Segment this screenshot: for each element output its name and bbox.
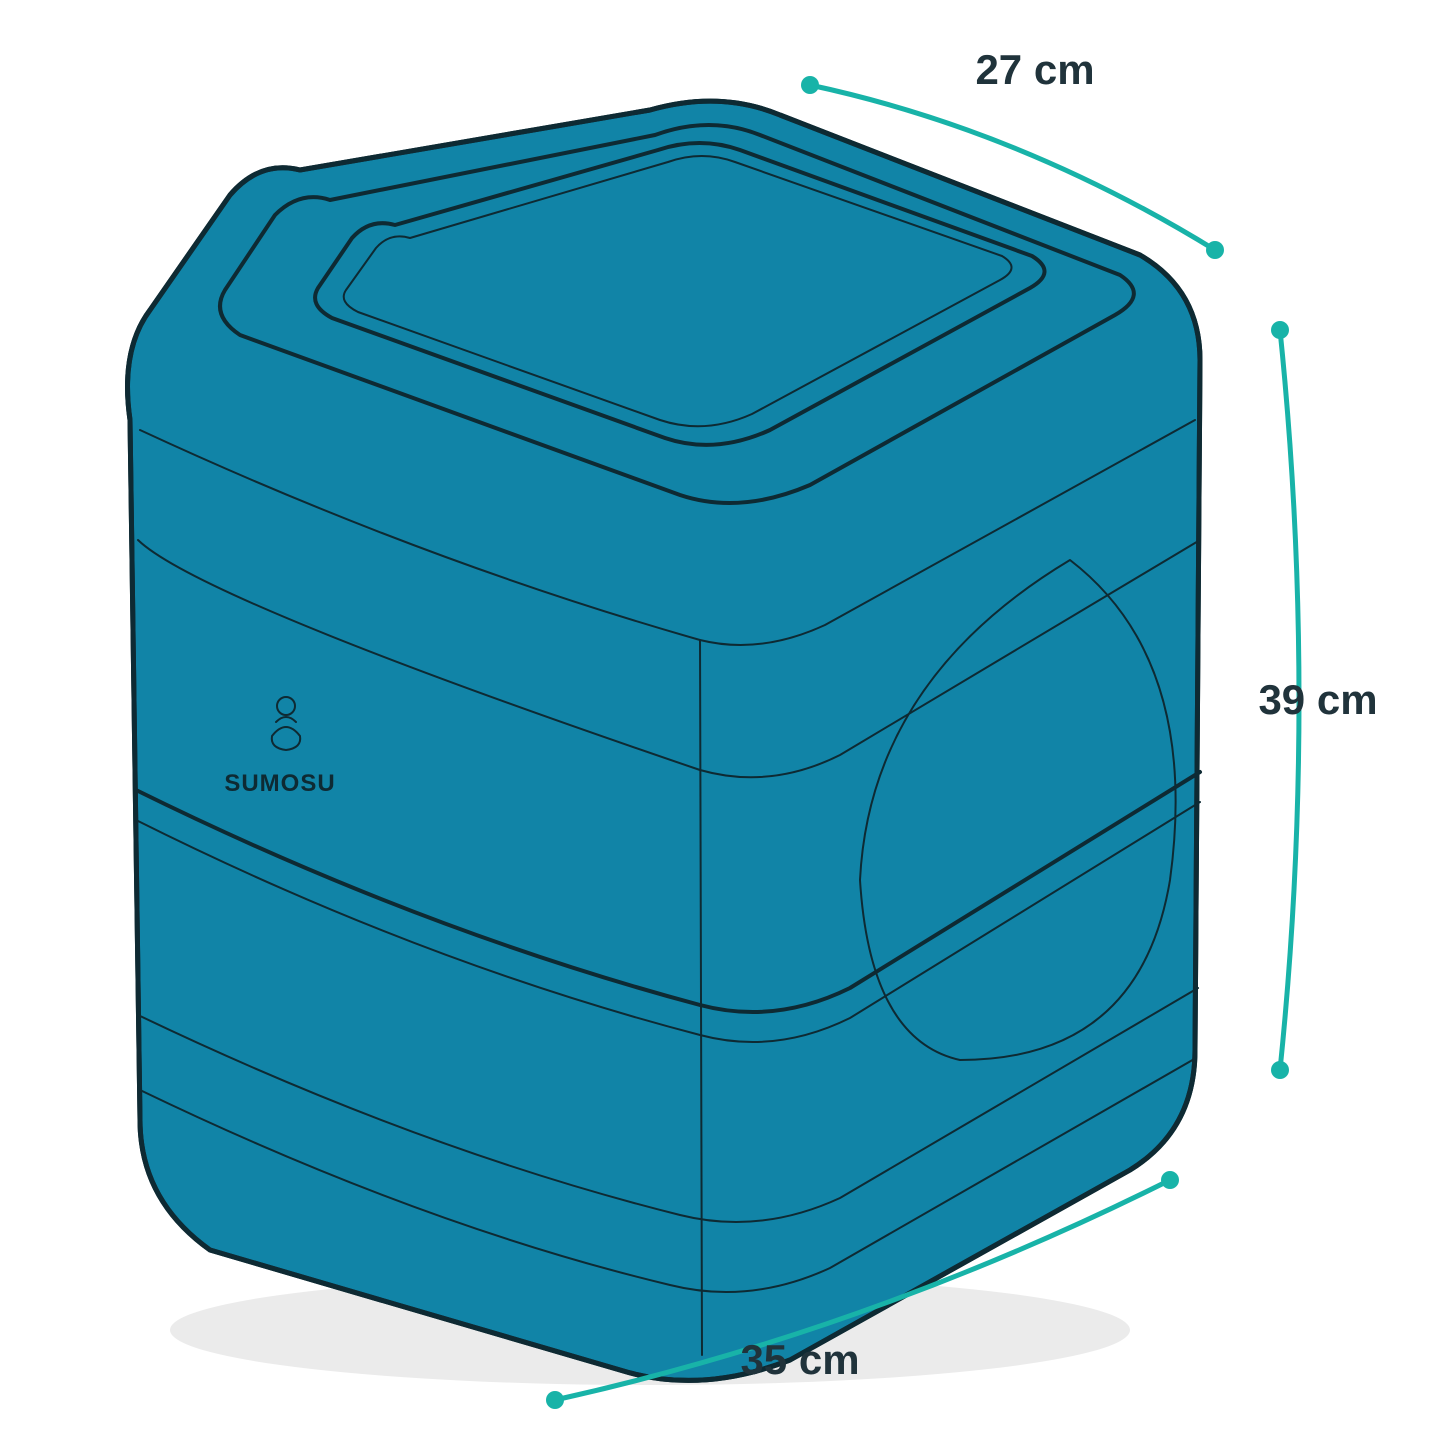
dimension-label-height: 39 cm xyxy=(1258,676,1377,724)
dimension-label-depth: 35 cm xyxy=(740,1336,859,1384)
dimension-line-depth xyxy=(555,1180,1170,1400)
dimension-dot xyxy=(1271,1061,1289,1079)
dimension-dot xyxy=(1271,321,1289,339)
dimension-dot xyxy=(546,1391,564,1409)
dimension-label-width: 27 cm xyxy=(975,46,1094,94)
diagram-stage: 27 cm 39 cm 35 cm SUMOSU xyxy=(0,0,1440,1440)
brand-label: SUMOSU xyxy=(224,770,335,798)
dimension-line-width xyxy=(810,85,1215,250)
dimension-dot xyxy=(1206,241,1224,259)
dimension-dot xyxy=(801,76,819,94)
dimension-dot xyxy=(1161,1171,1179,1189)
dimension-overlay xyxy=(0,0,1440,1440)
